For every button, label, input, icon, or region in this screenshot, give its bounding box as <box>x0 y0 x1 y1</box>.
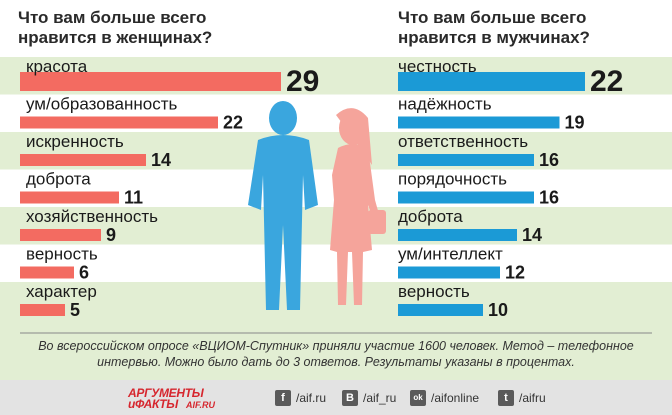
logo-line-1: АРГУМЕНТЫ <box>128 386 204 400</box>
women-value-label-0: 29 <box>286 65 319 98</box>
men-bar-5 <box>398 266 500 279</box>
social-link-odnoklassniki[interactable]: ok /aifonline <box>410 388 479 408</box>
twitter-icon: t <box>498 390 514 406</box>
odnoklassniki-icon: ok <box>410 390 426 406</box>
women-value-label-6: 5 <box>70 300 80 320</box>
men-bar-0 <box>398 72 585 91</box>
background-stripe <box>0 319 672 380</box>
men-value-label-4: 14 <box>522 225 542 245</box>
women-category-label-0: красота <box>26 57 88 76</box>
footer-bar: АРГУМЕНТЫ иФАКТЫ AIF.RU f /aif.ru B /aif… <box>0 380 672 415</box>
women-bar-1 <box>20 116 218 129</box>
men-category-label-3: порядочность <box>398 170 507 189</box>
men-bar-4 <box>398 229 517 241</box>
women-category-label-4: хозяйственность <box>26 207 158 226</box>
women-bar-3 <box>20 191 119 204</box>
men-category-label-0: честность <box>398 57 477 76</box>
men-category-label-4: доброта <box>398 207 463 226</box>
men-bar-1 <box>398 116 560 129</box>
women-value-label-4: 9 <box>106 225 116 245</box>
facebook-icon: f <box>275 390 291 406</box>
women-category-label-6: характер <box>26 282 97 301</box>
vk-icon: B <box>342 390 358 406</box>
women-chart-title: Что вам больше всего нравится в женщинах… <box>18 8 213 47</box>
women-bar-5 <box>20 266 74 279</box>
men-category-label-6: верность <box>398 282 470 301</box>
woman-silhouette-bag <box>368 210 386 234</box>
men-category-label-1: надёжность <box>398 95 492 114</box>
man-silhouette-body <box>248 135 318 310</box>
social-label-facebook: /aif.ru <box>296 391 327 405</box>
men-category-label-5: ум/интеллект <box>398 245 503 264</box>
women-category-label-1: ум/образованность <box>26 95 177 114</box>
men-bar-6 <box>398 304 483 316</box>
social-link-twitter[interactable]: t /aifru <box>498 388 546 408</box>
social-label-odnoklassniki: /aifonline <box>431 391 480 405</box>
women-category-label-2: искренность <box>26 132 124 151</box>
men-value-label-2: 16 <box>539 150 559 170</box>
men-value-label-6: 10 <box>488 300 508 320</box>
women-value-label-2: 14 <box>151 150 171 170</box>
women-bar-4 <box>20 229 101 241</box>
men-value-label-3: 16 <box>539 188 559 208</box>
men-category-label-2: ответственность <box>398 132 528 151</box>
background-stripe <box>0 282 672 320</box>
women-category-label-5: верность <box>26 245 98 264</box>
women-bar-2 <box>20 154 146 166</box>
social-label-twitter: /aifru <box>519 391 546 405</box>
chart-canvas: красота 29 ум/образованность 22 искренность 1… <box>0 57 672 380</box>
men-value-label-1: 19 <box>565 113 585 133</box>
men-bar-3 <box>398 191 534 204</box>
woman-silhouette-body <box>330 144 382 305</box>
women-category-label-3: доброта <box>26 170 91 189</box>
social-label-vk: /aif_ru <box>363 391 397 405</box>
women-value-label-5: 6 <box>79 263 89 283</box>
women-value-label-3: 11 <box>124 188 143 208</box>
men-value-label-0: 22 <box>590 65 623 98</box>
women-bar-0 <box>20 72 281 91</box>
men-chart-title: Что вам больше всего нравится в мужчинах… <box>398 8 590 47</box>
footnote: Во всероссийском опросе «ВЦИОМ-Спутник» … <box>38 339 634 369</box>
women-value-label-1: 22 <box>223 113 243 133</box>
men-bar-2 <box>398 154 534 166</box>
social-link-facebook[interactable]: f /aif.ru <box>275 388 326 408</box>
social-link-vk[interactable]: B /aif_ru <box>342 388 396 408</box>
women-bar-6 <box>20 304 65 316</box>
logo-line-2: иФАКТЫ <box>128 397 178 411</box>
logo-site: AIF.RU <box>186 400 215 410</box>
aif-logo[interactable]: АРГУМЕНТЫ иФАКТЫ AIF.RU <box>128 387 238 411</box>
men-value-label-5: 12 <box>505 263 525 283</box>
man-silhouette-head <box>269 101 297 135</box>
